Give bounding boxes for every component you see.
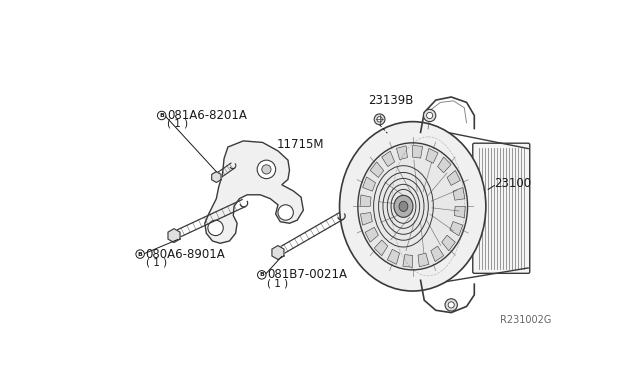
Polygon shape	[454, 206, 465, 218]
Polygon shape	[360, 195, 371, 206]
Polygon shape	[370, 162, 383, 177]
Polygon shape	[431, 246, 444, 262]
Circle shape	[208, 220, 223, 235]
Text: ( 1 ): ( 1 )	[145, 257, 166, 267]
Circle shape	[445, 299, 458, 311]
Polygon shape	[450, 221, 463, 236]
Text: ( 1 ): ( 1 )	[167, 119, 188, 129]
Ellipse shape	[358, 143, 468, 270]
Circle shape	[257, 271, 266, 279]
Polygon shape	[403, 254, 413, 267]
Ellipse shape	[340, 122, 486, 291]
Text: 081A6-8201A: 081A6-8201A	[167, 109, 247, 122]
Text: 11715M: 11715M	[276, 138, 324, 151]
Circle shape	[377, 117, 382, 122]
Circle shape	[262, 165, 271, 174]
Text: 080A6-8901A: 080A6-8901A	[145, 248, 225, 260]
Circle shape	[257, 160, 276, 179]
Circle shape	[424, 109, 436, 122]
Polygon shape	[453, 187, 465, 200]
Polygon shape	[272, 246, 284, 260]
Polygon shape	[374, 240, 388, 256]
Polygon shape	[442, 235, 455, 251]
Text: B: B	[259, 272, 264, 278]
Ellipse shape	[399, 201, 408, 211]
Polygon shape	[413, 145, 422, 158]
FancyBboxPatch shape	[473, 143, 530, 273]
Text: 23100: 23100	[494, 177, 531, 190]
Polygon shape	[426, 148, 438, 163]
Text: R231002G: R231002G	[500, 315, 551, 325]
Polygon shape	[396, 146, 408, 160]
Polygon shape	[365, 227, 378, 242]
Polygon shape	[212, 172, 221, 183]
Polygon shape	[168, 229, 180, 243]
Circle shape	[157, 111, 166, 120]
Polygon shape	[381, 151, 395, 167]
Polygon shape	[205, 141, 303, 243]
Text: ( 1 ): ( 1 )	[267, 278, 288, 288]
Circle shape	[448, 302, 454, 308]
Text: 23139B: 23139B	[368, 94, 413, 107]
Polygon shape	[363, 177, 376, 191]
Circle shape	[278, 205, 293, 220]
Circle shape	[136, 250, 145, 258]
Circle shape	[374, 114, 385, 125]
Polygon shape	[418, 253, 429, 267]
Text: B: B	[159, 113, 164, 118]
Polygon shape	[387, 249, 399, 264]
Text: 081B7-0021A: 081B7-0021A	[267, 268, 347, 281]
Polygon shape	[447, 170, 460, 185]
Polygon shape	[360, 212, 372, 225]
Circle shape	[427, 112, 433, 119]
Polygon shape	[438, 157, 451, 173]
Text: B: B	[138, 251, 143, 257]
Ellipse shape	[394, 195, 413, 217]
